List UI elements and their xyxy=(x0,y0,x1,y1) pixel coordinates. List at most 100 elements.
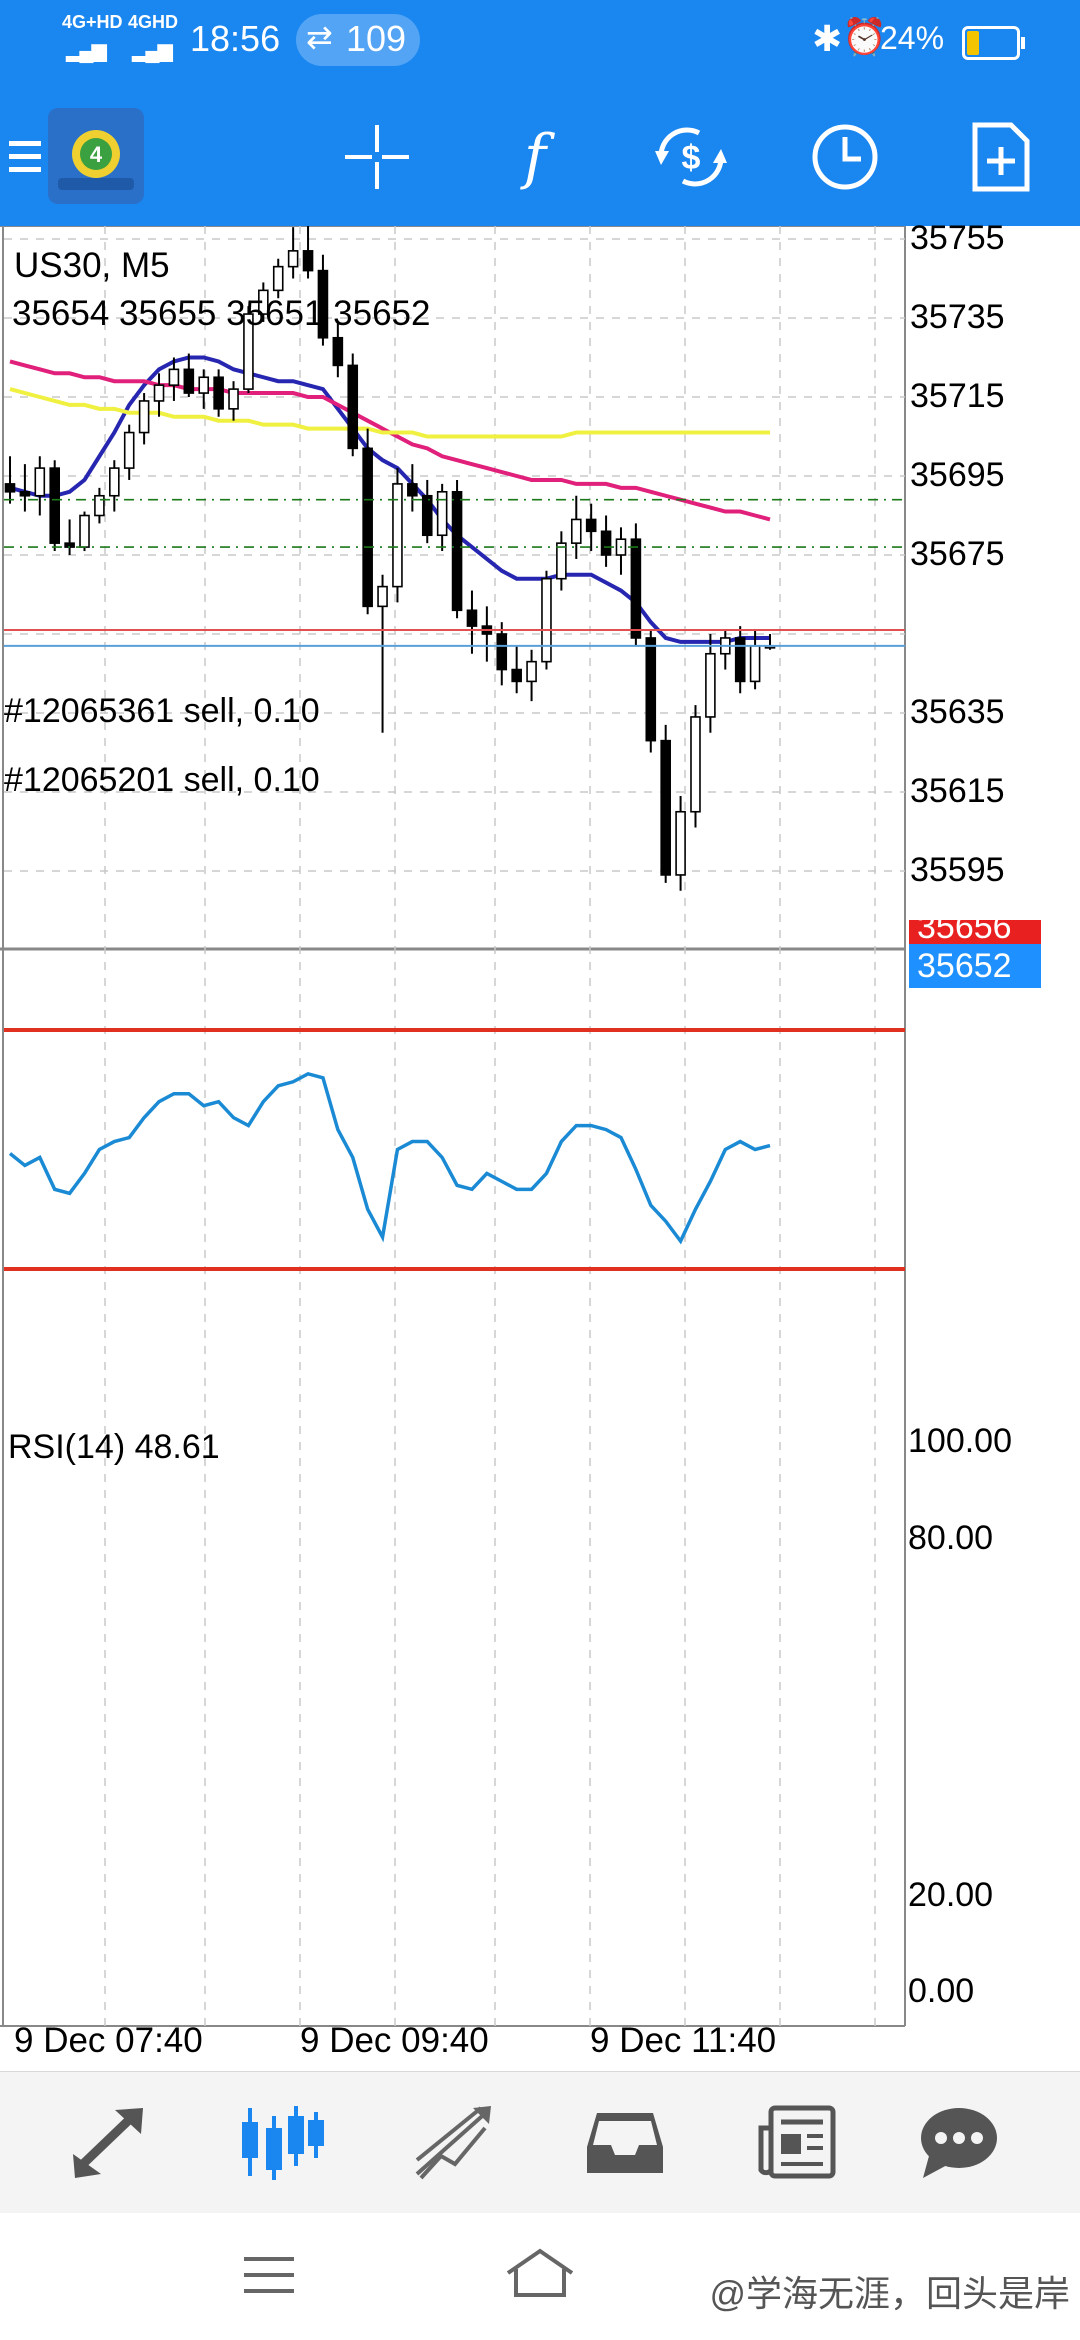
candle-body xyxy=(332,336,344,367)
candle-body xyxy=(347,364,359,450)
time-axis-label: 9 Dec 07:40 xyxy=(14,2021,203,2060)
candle-body xyxy=(556,542,567,580)
candle-body xyxy=(421,494,433,537)
candle-body xyxy=(109,467,120,497)
system-menu-icon[interactable] xyxy=(242,2253,296,2302)
bluetooth-icon: ✱ xyxy=(812,18,843,59)
top-toolbar xyxy=(0,84,1080,226)
candle-body xyxy=(451,490,463,612)
candle-body xyxy=(690,716,701,813)
bottom-navigation xyxy=(0,2071,1080,2214)
candle-body xyxy=(243,313,254,390)
new-order-icon[interactable] xyxy=(956,112,1046,202)
moving-average-line xyxy=(9,387,770,439)
data-speed: 109 xyxy=(346,18,407,59)
order-line-label[interactable]: #12065361 sell, 0.10 xyxy=(4,692,320,730)
time-axis-label: 9 Dec 09:40 xyxy=(300,2021,489,2060)
clock: 18:56 xyxy=(190,18,281,59)
rsi-level-label: 20.00 xyxy=(908,1876,994,1914)
candle-body xyxy=(466,609,478,627)
candle-body xyxy=(570,518,582,544)
trade-icon[interactable] xyxy=(398,2092,508,2192)
alarm-icon: ⏰ xyxy=(842,16,887,57)
candle-body xyxy=(198,376,210,394)
candle-body xyxy=(600,530,612,556)
network-indicator-1: 4G+HD xyxy=(62,12,123,32)
candle-body xyxy=(34,467,46,497)
candle-body xyxy=(79,514,90,548)
system-home-icon[interactable] xyxy=(504,2247,576,2304)
candle-body xyxy=(705,652,716,718)
menu-icon[interactable] xyxy=(0,112,70,202)
chart-area[interactable]: US30, M5 35654 35655 35651 35652 #120653… xyxy=(0,219,1080,2071)
metatrader-logo-icon[interactable]: 4 xyxy=(46,106,146,206)
chart-canvas[interactable] xyxy=(0,226,1080,2071)
data-speed-icon: ⇄ xyxy=(306,19,333,55)
price-axis-label: 35715 xyxy=(910,377,1005,415)
trade-icon[interactable]: $ xyxy=(646,112,736,202)
candle-body xyxy=(407,483,418,497)
ask-price-badge: 35652 xyxy=(909,944,1041,988)
status-bar: 4G+HD ▂▄▆ 4GHD ▂▄▆ 18:56 ⇄ 109 ✱ ⏰ 24% xyxy=(0,0,1080,84)
signal-bars-icon-2: ▂▄▆ xyxy=(132,40,173,62)
history-icon[interactable] xyxy=(570,2092,680,2192)
candle-body xyxy=(258,289,269,315)
battery-icon xyxy=(962,26,1025,60)
crosshair-icon[interactable] xyxy=(332,112,422,202)
candle-body xyxy=(436,490,448,537)
chart-icon[interactable] xyxy=(226,2092,336,2192)
rsi-line xyxy=(8,1071,771,1245)
candle-body xyxy=(272,265,284,292)
rsi-level-label: 100.00 xyxy=(908,1422,1012,1460)
news-icon[interactable] xyxy=(742,2092,852,2192)
candle-body xyxy=(4,483,16,493)
candle-body xyxy=(123,431,135,469)
rsi-level-label: 80.00 xyxy=(908,1519,994,1557)
system-navigation-bar: @学海无涯，回头是岸 xyxy=(0,2213,1080,2340)
candle-body xyxy=(168,368,180,386)
candle-body xyxy=(302,250,314,272)
candle-body xyxy=(392,483,403,588)
candle-body xyxy=(377,585,388,608)
price-axis-label: 35695 xyxy=(910,456,1005,494)
watermark: @学海无涯，回头是岸 xyxy=(709,2273,1070,2314)
quotes-icon[interactable] xyxy=(54,2092,164,2192)
indicators-icon[interactable]: f xyxy=(490,112,580,202)
messages-icon[interactable] xyxy=(904,2092,1014,2192)
candle-body xyxy=(585,518,597,533)
price-axis-label: 35635 xyxy=(910,693,1005,731)
timeframe-icon[interactable] xyxy=(800,112,890,202)
signal-bars-icon: ▂▄▆ xyxy=(66,40,107,62)
ask-price-label: 35652 xyxy=(917,947,1012,985)
candle-body xyxy=(526,660,537,683)
price-axis-label: 35595 xyxy=(910,851,1005,889)
candle-body xyxy=(138,400,150,434)
candle-body xyxy=(183,368,195,394)
candle-body xyxy=(362,447,373,608)
time-axis-label: 9 Dec 11:40 xyxy=(590,2021,777,2060)
symbol-label: US30, M5 xyxy=(14,246,170,285)
candle-body xyxy=(511,668,522,683)
moving-average-line xyxy=(9,355,770,644)
candle-body xyxy=(228,388,239,410)
ohlc-values: 35654 35655 35651 35652 xyxy=(12,294,431,333)
candle-body xyxy=(541,577,552,663)
candle-body xyxy=(287,250,299,268)
candle-body xyxy=(49,467,61,544)
candle-body xyxy=(19,490,31,497)
order-line-label[interactable]: #12065201 sell, 0.10 xyxy=(4,761,320,799)
price-axis-label: 35675 xyxy=(910,535,1005,573)
price-axis-label: 35615 xyxy=(910,772,1005,810)
candle-body xyxy=(749,645,761,683)
candle-body xyxy=(496,633,508,671)
candle-body xyxy=(94,494,105,517)
candle-body xyxy=(317,269,329,339)
price-axis-label: 35735 xyxy=(910,298,1005,336)
candle-body xyxy=(675,810,686,876)
candle-body xyxy=(153,384,165,402)
svg-text:f: f xyxy=(520,122,556,192)
data-speed-pill xyxy=(296,14,420,66)
price-axis-label: 35755 xyxy=(910,219,1005,257)
svg-text:4: 4 xyxy=(90,142,103,167)
bid-price-badge: 35656 xyxy=(909,920,1041,944)
